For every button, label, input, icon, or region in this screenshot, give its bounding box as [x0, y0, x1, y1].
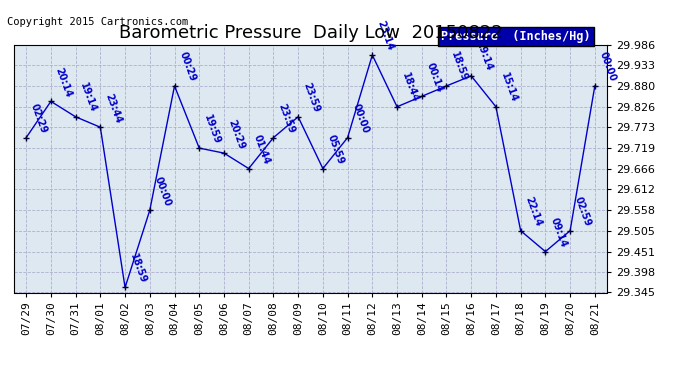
Text: 15:14: 15:14 [499, 72, 519, 104]
Text: 02:29: 02:29 [29, 102, 49, 135]
Text: 23:14: 23:14 [375, 20, 395, 52]
Text: 18:44: 18:44 [400, 71, 420, 104]
Text: 09:14: 09:14 [548, 216, 568, 249]
Text: 19:14: 19:14 [474, 40, 494, 73]
Text: 00:14: 00:14 [424, 61, 444, 94]
Text: 23:44: 23:44 [103, 92, 123, 124]
Text: 02:59: 02:59 [573, 195, 593, 228]
Text: 23:59: 23:59 [276, 102, 296, 135]
Text: 18:59: 18:59 [128, 252, 148, 285]
Text: Pressure  (Inches/Hg): Pressure (Inches/Hg) [441, 30, 591, 43]
Text: 00:29: 00:29 [177, 51, 197, 83]
Text: 20:29: 20:29 [227, 118, 247, 150]
Text: 05:59: 05:59 [326, 133, 346, 166]
Text: 00:00: 00:00 [598, 51, 618, 83]
Text: 18:59: 18:59 [449, 51, 469, 83]
Text: 00:00: 00:00 [152, 175, 172, 207]
Text: 00:00: 00:00 [351, 102, 371, 135]
Text: 19:14: 19:14 [79, 81, 99, 114]
Text: 01:44: 01:44 [251, 133, 271, 166]
Title: Barometric Pressure  Daily Low  20150822: Barometric Pressure Daily Low 20150822 [119, 24, 502, 42]
Text: 20:14: 20:14 [54, 66, 74, 99]
Text: 19:59: 19:59 [202, 113, 222, 146]
Text: 23:59: 23:59 [301, 81, 321, 114]
Text: Copyright 2015 Cartronics.com: Copyright 2015 Cartronics.com [7, 17, 188, 27]
Text: 22:14: 22:14 [524, 195, 544, 228]
